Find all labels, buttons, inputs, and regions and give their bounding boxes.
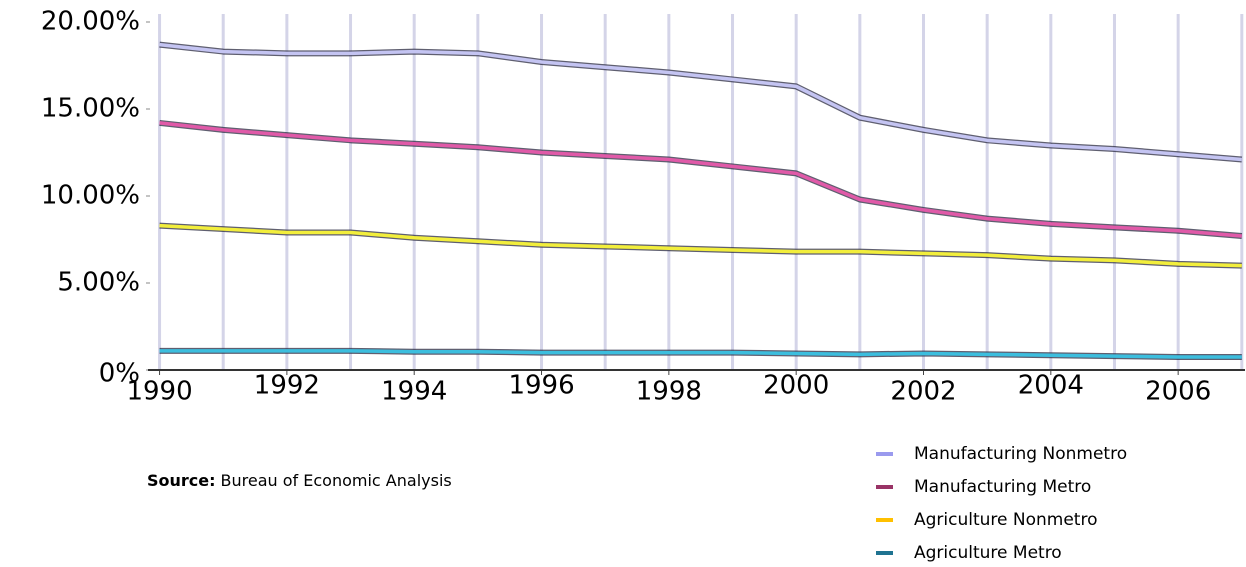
line-outline [159,41,1243,163]
y-tick-label: 5.00% [57,268,140,298]
y-tick-label: 10.00% [41,181,140,211]
y-tick-label: 20.00% [41,7,140,37]
x-tick-label: 1998 [636,377,702,407]
line [159,42,1242,162]
line-outline [159,119,1243,240]
line [159,121,1242,238]
legend-swatch [876,551,893,555]
legend-label: Agriculture Metro [914,543,1062,563]
legend-swatch [876,485,893,489]
x-tick-label: 1990 [126,377,192,407]
x-tick-label: 2000 [763,371,829,401]
legend-label: Manufacturing Metro [914,477,1091,497]
x-tick-label: 2006 [1145,377,1211,407]
legend-swatch [876,518,893,522]
y-tick-label: 15.00% [41,94,140,124]
source-text: Bureau of Economic Analysis [221,471,452,490]
x-tick-label: 1996 [508,371,574,401]
x-tick-label: 1992 [254,371,320,401]
source-note: Source: Bureau of Economic Analysis [147,471,452,490]
y-tick-label: 0% [99,359,140,389]
source-label: Source: [147,471,216,490]
line [159,349,1242,359]
x-tick-label: 2002 [890,377,956,407]
line [159,223,1242,268]
legend-label: Agriculture Nonmetro [914,510,1098,530]
legend-swatch [876,452,893,456]
x-tick-label: 1994 [381,377,447,407]
legend-label: Manufacturing Nonmetro [914,444,1127,464]
x-tick-label: 2004 [1018,371,1084,401]
